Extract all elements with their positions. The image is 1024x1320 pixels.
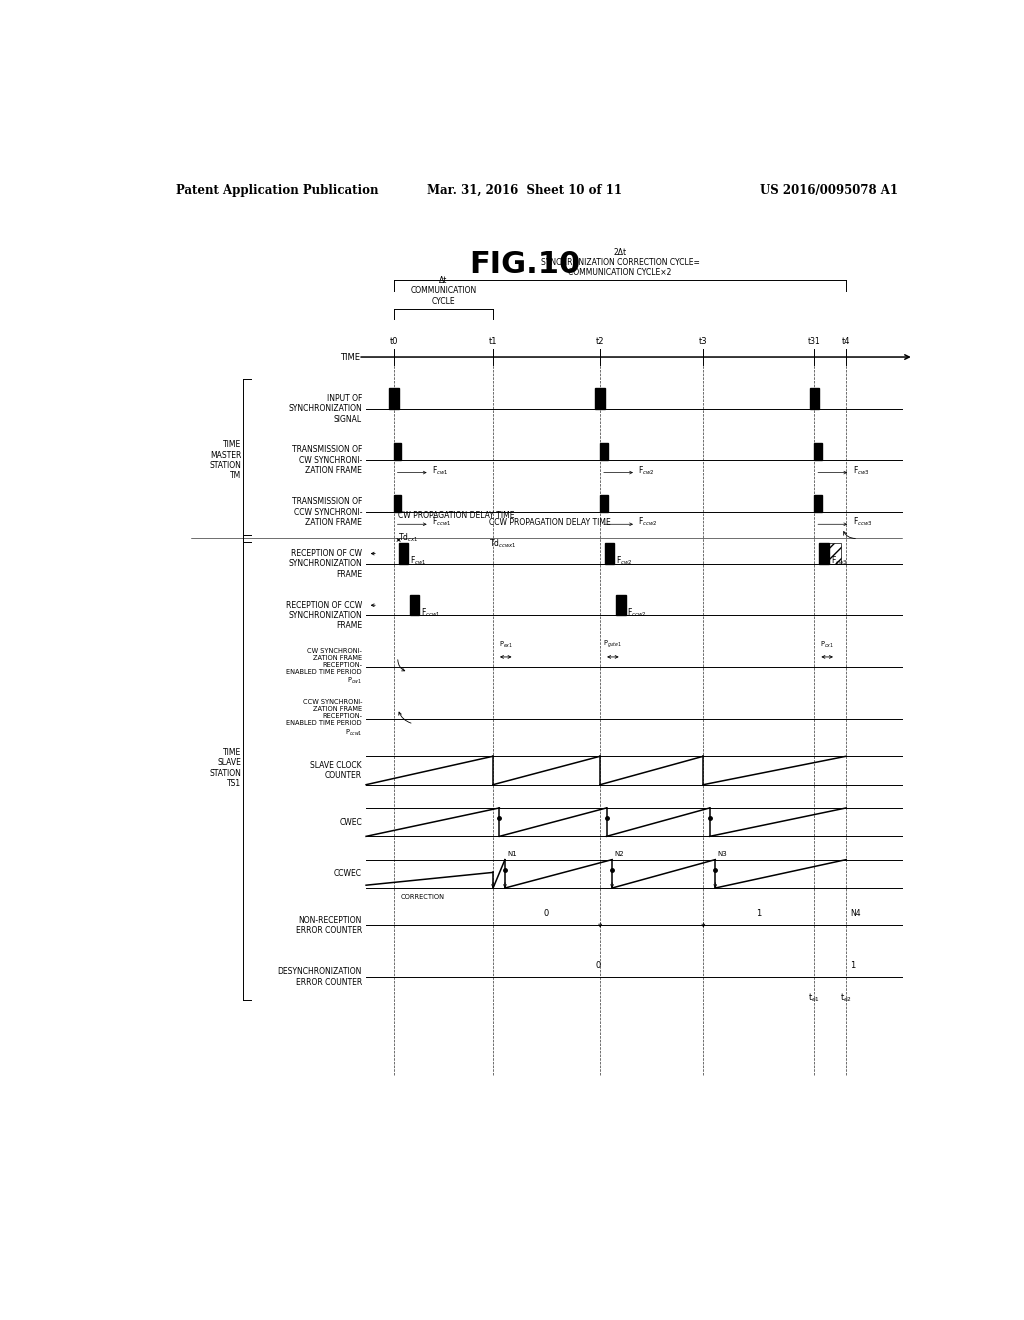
Text: t2: t2 xyxy=(596,337,604,346)
Bar xyxy=(819,544,828,564)
Text: P$_{gate1}$: P$_{gate1}$ xyxy=(603,639,623,649)
Text: F$_{cw2}$: F$_{cw2}$ xyxy=(638,465,655,477)
Text: t31: t31 xyxy=(808,337,821,346)
Bar xyxy=(398,544,409,564)
Text: 0: 0 xyxy=(544,909,549,919)
Text: Td$_{cx1}$: Td$_{cx1}$ xyxy=(397,532,419,544)
Text: F$_{cw1}$: F$_{cw1}$ xyxy=(432,465,449,477)
Text: P$_{cx1}$: P$_{cx1}$ xyxy=(820,640,835,649)
Text: F$_{cw3}$: F$_{cw3}$ xyxy=(853,465,869,477)
Text: 1: 1 xyxy=(850,961,855,970)
Bar xyxy=(394,495,401,512)
Bar xyxy=(410,595,419,615)
Bar xyxy=(814,444,822,461)
Text: RECEPTION OF CW
SYNCHRONIZATION
FRAME: RECEPTION OF CW SYNCHRONIZATION FRAME xyxy=(289,549,362,578)
Text: t1: t1 xyxy=(488,337,498,346)
Bar xyxy=(810,388,819,409)
Bar xyxy=(814,495,822,512)
Text: CW SYNCHRONI-
ZATION FRAME
RECEPTION-
ENABLED TIME PERIOD
P$_{cw1}$: CW SYNCHRONI- ZATION FRAME RECEPTION- EN… xyxy=(287,648,362,686)
Text: TIME
SLAVE
STATION
TS1: TIME SLAVE STATION TS1 xyxy=(210,747,242,788)
Text: t$_{e2}$: t$_{e2}$ xyxy=(840,991,852,1005)
Bar xyxy=(389,388,398,409)
Text: F$_{ccw1}$: F$_{ccw1}$ xyxy=(421,606,440,619)
Text: F$_{cw1}$: F$_{cw1}$ xyxy=(410,554,427,568)
Text: t4: t4 xyxy=(842,337,851,346)
Bar xyxy=(595,388,605,409)
Bar xyxy=(616,595,626,615)
Text: N3: N3 xyxy=(718,850,727,857)
Text: INPUT OF
SYNCHRONIZATION
SIGNAL: INPUT OF SYNCHRONIZATION SIGNAL xyxy=(289,393,362,424)
Text: F$_{cw3}$: F$_{cw3}$ xyxy=(830,554,848,568)
Bar xyxy=(394,444,401,461)
Text: Δt
COMMUNICATION
CYCLE: Δt COMMUNICATION CYCLE xyxy=(411,276,476,306)
Text: TRANSMISSION OF
CW SYNCHRONI-
ZATION FRAME: TRANSMISSION OF CW SYNCHRONI- ZATION FRA… xyxy=(292,445,362,475)
Text: FIG.10: FIG.10 xyxy=(469,249,581,279)
Text: CCW PROPAGATION DELAY TIME: CCW PROPAGATION DELAY TIME xyxy=(489,517,611,527)
Text: CCW SYNCHRONI-
ZATION FRAME
RECEPTION-
ENABLED TIME PERIOD
P$_{ccw1}$: CCW SYNCHRONI- ZATION FRAME RECEPTION- E… xyxy=(287,700,362,738)
Text: TIME: TIME xyxy=(340,352,359,362)
Text: Mar. 31, 2016  Sheet 10 of 11: Mar. 31, 2016 Sheet 10 of 11 xyxy=(427,183,623,197)
Text: t3: t3 xyxy=(699,337,708,346)
Text: TRANSMISSION OF
CCW SYNCHRONI-
ZATION FRAME: TRANSMISSION OF CCW SYNCHRONI- ZATION FR… xyxy=(292,498,362,527)
Text: ✕: ✕ xyxy=(604,546,615,560)
Text: CCWEC: CCWEC xyxy=(334,870,362,878)
Text: t0: t0 xyxy=(389,337,398,346)
Text: N1: N1 xyxy=(507,850,517,857)
Text: US 2016/0095078 A1: US 2016/0095078 A1 xyxy=(760,183,898,197)
Text: Patent Application Publication: Patent Application Publication xyxy=(176,183,378,197)
Text: 1: 1 xyxy=(757,909,762,919)
Text: TIME
MASTER
STATION
TM: TIME MASTER STATION TM xyxy=(210,441,242,480)
Text: CW PROPAGATION DELAY TIME: CW PROPAGATION DELAY TIME xyxy=(397,511,514,520)
Bar xyxy=(605,544,614,564)
Text: N2: N2 xyxy=(614,850,624,857)
Text: 2Δt
SYNCHRONIZATION CORRECTION CYCLE=
COMMUNICATION CYCLE×2: 2Δt SYNCHRONIZATION CORRECTION CYCLE= CO… xyxy=(541,248,699,277)
Bar xyxy=(600,444,608,461)
Text: RECEPTION OF CCW
SYNCHRONIZATION
FRAME: RECEPTION OF CCW SYNCHRONIZATION FRAME xyxy=(286,601,362,631)
Text: ✕: ✕ xyxy=(410,599,420,611)
Text: N4: N4 xyxy=(850,909,861,919)
Text: NON-RECEPTION
ERROR COUNTER: NON-RECEPTION ERROR COUNTER xyxy=(296,916,362,935)
Text: SLAVE CLOCK
COUNTER: SLAVE CLOCK COUNTER xyxy=(310,760,362,780)
Text: F$_{ccw3}$: F$_{ccw3}$ xyxy=(853,516,872,528)
Bar xyxy=(824,544,841,564)
Text: P$_{ex1}$: P$_{ex1}$ xyxy=(499,640,513,649)
Text: t$_{e1}$: t$_{e1}$ xyxy=(808,991,820,1005)
Text: ✕: ✕ xyxy=(398,546,409,560)
Text: CORRECTION: CORRECTION xyxy=(400,894,444,900)
Text: F$_{cw2}$: F$_{cw2}$ xyxy=(616,554,633,568)
Text: F$_{ccw1}$: F$_{ccw1}$ xyxy=(432,516,452,528)
Text: 0: 0 xyxy=(596,961,601,970)
Text: DESYNCHRONIZATION
ERROR COUNTER: DESYNCHRONIZATION ERROR COUNTER xyxy=(278,968,362,987)
Text: F$_{ccw2}$: F$_{ccw2}$ xyxy=(628,606,647,619)
Text: CWEC: CWEC xyxy=(339,817,362,826)
Text: F$_{ccw2}$: F$_{ccw2}$ xyxy=(638,516,657,528)
Bar xyxy=(600,495,608,512)
Text: ✕: ✕ xyxy=(615,599,626,611)
Text: Td$_{ccwx1}$: Td$_{ccwx1}$ xyxy=(489,539,517,550)
